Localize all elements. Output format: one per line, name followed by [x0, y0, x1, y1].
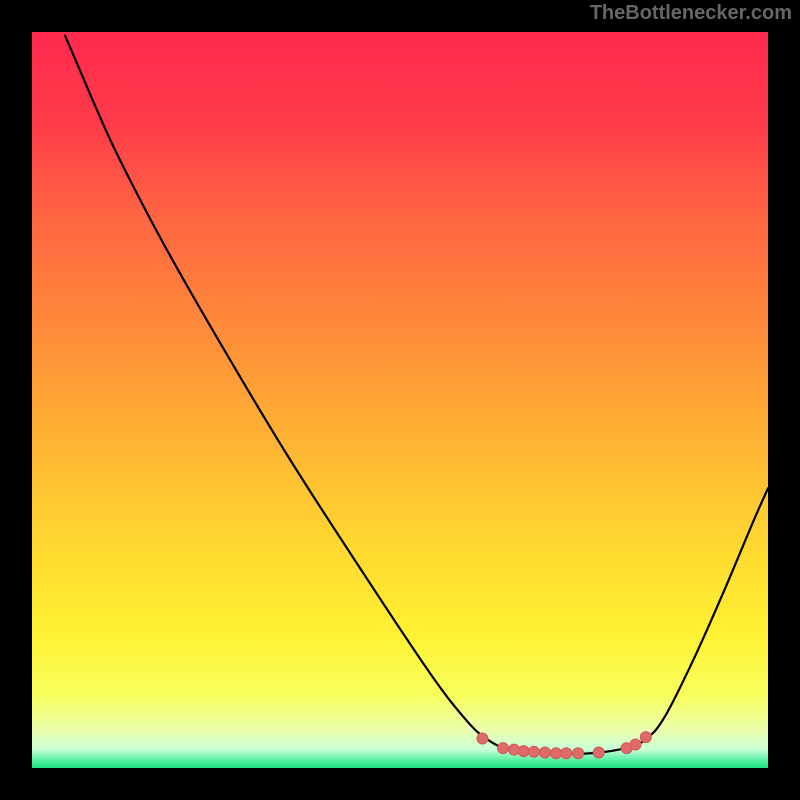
marker-point — [593, 747, 604, 758]
valley-markers — [477, 732, 651, 759]
marker-point — [498, 743, 509, 754]
marker-point — [551, 748, 562, 759]
marker-point — [539, 747, 550, 758]
plot-area — [32, 32, 768, 768]
curve-layer — [32, 32, 768, 768]
marker-point — [640, 732, 651, 743]
chart-container: TheBottlenecker.com — [0, 0, 800, 800]
marker-point — [630, 739, 641, 750]
marker-point — [528, 746, 539, 757]
watermark-text: TheBottlenecker.com — [590, 2, 792, 25]
marker-point — [573, 748, 584, 759]
bottleneck-curve — [65, 36, 768, 754]
marker-point — [561, 748, 572, 759]
marker-point — [477, 733, 488, 744]
marker-point — [518, 746, 529, 757]
